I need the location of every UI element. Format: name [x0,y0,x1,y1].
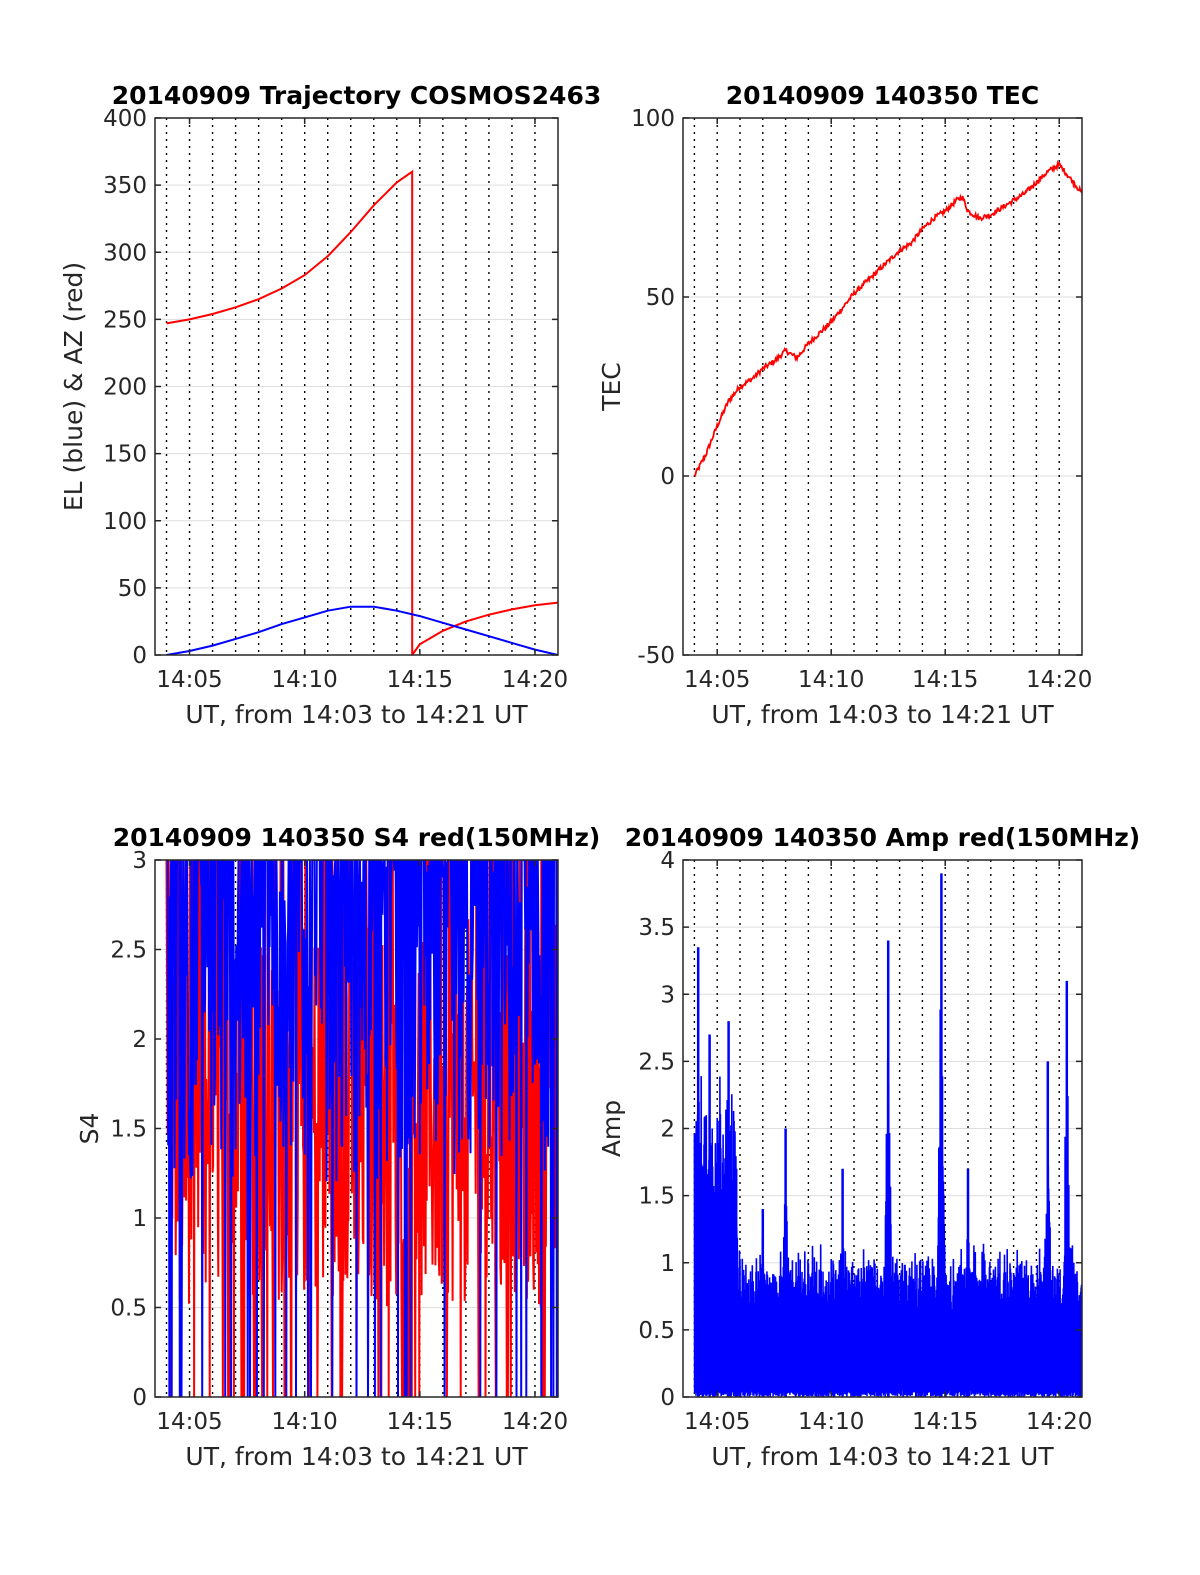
y-tick-label: 100 [631,106,675,132]
y-tick-label: 3.5 [638,915,675,941]
y-tick-label: 2.5 [110,938,147,964]
x-tick-label: 14:10 [798,667,864,693]
x-tick-label: 14:05 [684,667,750,693]
y-tick-label: 0 [132,643,147,669]
y-tick-label: 1 [660,1251,675,1277]
y-tick-label: 0 [660,464,675,490]
x-tick-label: 14:05 [684,1409,750,1435]
x-tick-label: 14:15 [387,667,453,693]
x-tick-label: 14:20 [502,1409,568,1435]
y-tick-label: 0 [132,1385,147,1411]
y-tick-label: 1 [132,1206,147,1232]
series-red [694,159,1082,477]
y-axis-label: S4 [75,1113,104,1145]
chart-amp: 0 0.5 1 1.5 2 2.5 3 3.5 4 14:05 14:10 14:15 14:20 201… [597,823,1140,1471]
x-axis-label: UT, from 14:03 to 14:21 UT [185,700,528,729]
y-tick-label: 150 [103,442,147,468]
y-axis-label: TEC [597,362,626,412]
x-tick-label: 14:10 [272,1409,338,1435]
y-tick-label: 100 [103,509,147,535]
y-tick-label: 50 [646,285,675,311]
plot-area [165,860,558,1397]
y-axis-label: EL (blue) & AZ (red) [59,262,88,511]
y-tick-label: 1.5 [110,1117,147,1143]
y-tick-label: 0 [660,1385,675,1411]
y-tick-label: 400 [103,106,147,132]
y-tick-label: 2 [132,1027,147,1053]
y-tick-label: 2.5 [638,1049,675,1075]
y-tick-label: 3 [132,848,147,874]
y-tick-label: 350 [103,173,147,199]
x-tick-label: 14:20 [502,667,568,693]
x-tick-label: 14:20 [1026,667,1092,693]
y-tick-label: -50 [637,643,675,669]
series-blue [166,860,558,1397]
axes-box [682,117,1083,656]
chart-title: 20140909 140350 S4 red(150MHz) [113,823,601,852]
y-tick-label: 0.5 [110,1296,147,1322]
x-axis-label: UT, from 14:03 to 14:21 UT [711,1442,1054,1471]
y-tick-label: 0.5 [638,1318,675,1344]
x-tick-label: 14:05 [156,1409,222,1435]
y-axis-label: Amp [597,1100,626,1157]
chart-s4: 0 0.5 1 1.5 2 2.5 3 14:05 14:10 14:15 14:20 2014090… [75,823,600,1471]
chart-title: 20140909 Trajectory COSMOS2463 [112,81,602,110]
y-tick-label: 50 [118,576,147,602]
y-tick-label: 2 [660,1117,675,1143]
plot-area [166,169,558,655]
y-tick-label: 300 [103,240,147,266]
y-tick-label: 250 [103,307,147,333]
series-blue [166,605,558,655]
chart-tec: -50 0 50 100 14:05 14:10 14:15 14:20 20140909 14… [597,81,1092,729]
y-tick-label: 200 [103,375,147,401]
y-tick-label: 1.5 [638,1184,675,1210]
chart-title: 20140909 140350 TEC [726,81,1039,110]
y-tick-label: 3 [660,982,675,1008]
x-tick-label: 14:20 [1026,1409,1092,1435]
x-tick-label: 14:10 [798,1409,864,1435]
series-red [166,169,558,655]
x-tick-label: 14:15 [912,1409,978,1435]
x-tick-label: 14:15 [912,667,978,693]
chart-title: 20140909 140350 Amp red(150MHz) [625,823,1141,852]
x-axis-label: UT, from 14:03 to 14:21 UT [711,700,1054,729]
plot-area [693,873,1082,1397]
x-tick-label: 14:15 [387,1409,453,1435]
x-axis-label: UT, from 14:03 to 14:21 UT [185,1442,528,1471]
x-tick-label: 14:10 [272,667,338,693]
chart-trajectory: 0 50 100 150 200 250 300 350 400 14:05 14:10 14:15 1… [59,81,601,729]
x-tick-label: 14:05 [156,667,222,693]
plot-area [694,159,1082,477]
y-tick-label: 4 [660,848,675,874]
